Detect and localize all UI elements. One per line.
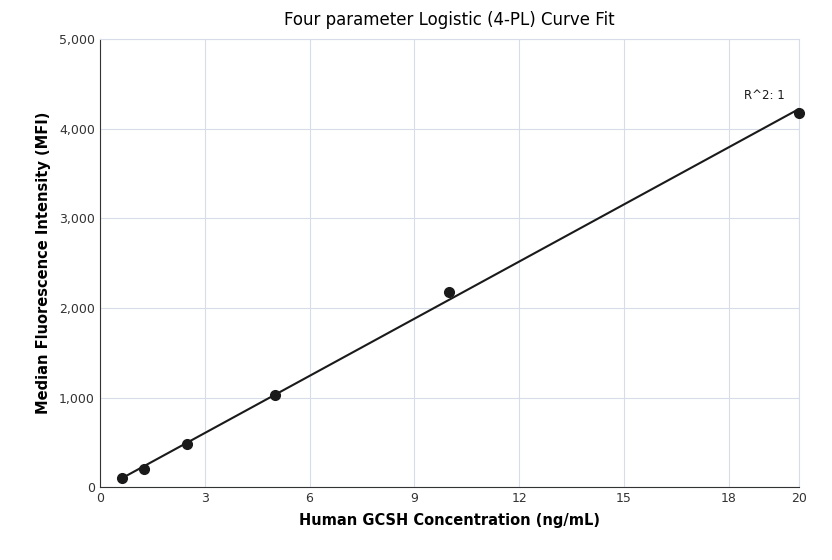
Text: R^2: 1: R^2: 1 xyxy=(744,89,785,102)
Point xyxy=(136,465,151,474)
Y-axis label: Median Fluorescence Intensity (MFI): Median Fluorescence Intensity (MFI) xyxy=(36,112,51,414)
Point xyxy=(268,390,281,399)
Point xyxy=(181,440,194,449)
Point xyxy=(115,474,128,483)
Title: Four parameter Logistic (4-PL) Curve Fit: Four parameter Logistic (4-PL) Curve Fit xyxy=(284,11,615,29)
Point xyxy=(443,287,456,296)
X-axis label: Human GCSH Concentration (ng/mL): Human GCSH Concentration (ng/mL) xyxy=(299,514,600,529)
Point xyxy=(792,108,805,117)
